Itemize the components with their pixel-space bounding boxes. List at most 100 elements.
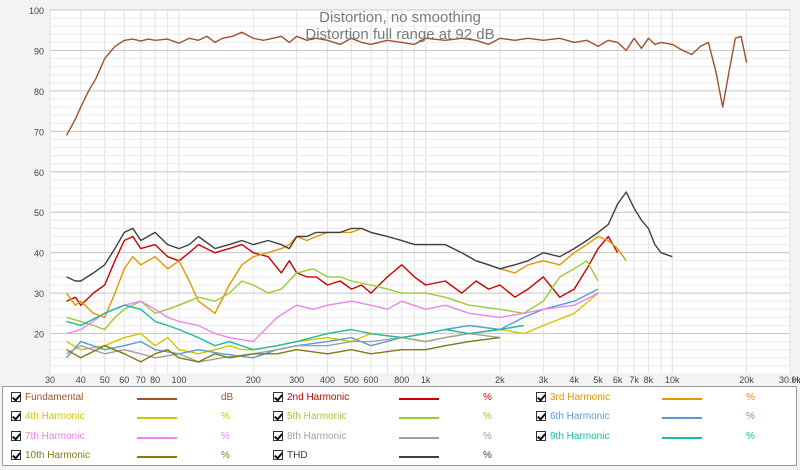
series-line-5th-harmonic — [66, 260, 599, 331]
legend-label: 4th Harmonic — [25, 411, 85, 422]
series-legend: Fundamental dB 2nd Harmonic% 3rd Harmonic% 4… — [2, 386, 797, 466]
x-tick-label: 10k — [665, 375, 680, 384]
x-tick-label: 60 — [119, 375, 129, 384]
y-tick-label: 60 — [34, 168, 44, 178]
legend-checkbox-5th-harmonic[interactable] — [273, 411, 283, 421]
legend-swatch — [662, 417, 702, 419]
legend-checkbox-10th-harmonic[interactable] — [11, 450, 21, 460]
grid-lines — [49, 9, 791, 375]
legend-checkbox-9th-harmonic[interactable] — [536, 431, 546, 441]
y-tick-label: 80 — [34, 87, 44, 97]
legend-label: 5th Harmonic — [287, 411, 347, 422]
legend-label: Fundamental — [25, 392, 84, 403]
legend-item-10th-harmonic[interactable]: 10th Harmonic% — [11, 447, 261, 465]
legend-unit: % — [483, 411, 492, 422]
y-tick-label: 40 — [34, 249, 44, 259]
series-line-2nd-harmonic — [66, 235, 619, 306]
legend-swatch — [137, 456, 177, 458]
x-tick-label: 5k — [593, 375, 603, 384]
legend-item-thd[interactable]: THD% — [273, 447, 523, 465]
x-tick-label: 30.0k — [779, 375, 800, 384]
x-tick-label: 1k — [421, 375, 431, 384]
legend-unit: % — [483, 450, 492, 461]
legend-item-5th-harmonic[interactable]: 5th Harmonic% — [273, 408, 523, 426]
legend-checkbox-4th-harmonic[interactable] — [11, 411, 21, 421]
y-tick-label: 70 — [34, 127, 44, 137]
x-tick-label: 6k — [613, 375, 623, 384]
x-tick-label: 300 — [289, 375, 304, 384]
legend-checkbox-fundamental[interactable] — [11, 392, 21, 402]
legend-label: 2nd Harmonic — [287, 392, 350, 403]
x-tick-label: 4k — [569, 375, 579, 384]
legend-item-4th-harmonic[interactable]: 4th Harmonic% — [11, 408, 261, 426]
series-line-8th-harmonic — [66, 332, 500, 363]
legend-unit: % — [483, 431, 492, 442]
y-tick-label: 90 — [34, 46, 44, 56]
legend-unit: % — [483, 392, 492, 403]
legend-unit: % — [746, 392, 755, 403]
x-tick-label: 70 — [136, 375, 146, 384]
legend-unit: % — [221, 411, 230, 422]
y-tick-label: 20 — [34, 330, 44, 340]
legend-item-fundamental[interactable]: Fundamental dB — [11, 389, 261, 407]
x-tick-label: 50 — [100, 375, 110, 384]
legend-checkbox-2nd-harmonic[interactable] — [273, 392, 283, 402]
legend-swatch — [137, 437, 177, 439]
series-line-fundamental — [65, 31, 748, 136]
legend-swatch — [137, 417, 177, 419]
plot-background — [49, 9, 791, 375]
x-tick-label: 200 — [246, 375, 261, 384]
x-unit-label: Hz — [792, 375, 800, 384]
series-lines — [65, 31, 748, 363]
legend-item-6th-harmonic[interactable]: 6th Harmonic% — [536, 408, 786, 426]
legend-label: 6th Harmonic — [550, 411, 610, 422]
legend-item-9th-harmonic[interactable]: 9th Harmonic% — [536, 428, 786, 446]
legend-checkbox-8th-harmonic[interactable] — [273, 431, 283, 441]
legend-label: THD — [287, 450, 308, 461]
x-tick-label: 3k — [539, 375, 549, 384]
legend-checkbox-3rd-harmonic[interactable] — [536, 392, 546, 402]
legend-swatch — [399, 417, 439, 419]
legend-unit: % — [221, 450, 230, 461]
x-tick-label: 40 — [76, 375, 86, 384]
x-tick-label: 400 — [320, 375, 335, 384]
x-tick-label: 800 — [394, 375, 409, 384]
series-line-9th-harmonic — [66, 304, 524, 351]
series-line-6th-harmonic — [65, 288, 599, 359]
series-line-thd — [66, 191, 673, 282]
legend-unit: % — [221, 431, 230, 442]
x-tick-label: 7k — [629, 375, 639, 384]
legend-swatch — [662, 437, 702, 439]
chart-area: 20 30 40 50 60 70 80 90 100 30 40 50 60 70 80 100 200 300… — [28, 6, 800, 384]
legend-item-3rd-harmonic[interactable]: 3rd Harmonic% — [536, 389, 786, 407]
legend-unit: dB — [221, 392, 234, 403]
legend-checkbox-6th-harmonic[interactable] — [536, 411, 546, 421]
series-line-3rd-harmonic — [65, 227, 627, 319]
y-tick-label: 30 — [34, 289, 44, 299]
legend-label: 10th Harmonic — [25, 450, 91, 461]
legend-swatch — [399, 398, 439, 400]
legend-checkbox-7th-harmonic[interactable] — [11, 431, 21, 441]
x-tick-label: 600 — [363, 375, 378, 384]
legend-swatch — [399, 437, 439, 439]
legend-swatch — [662, 398, 702, 400]
x-tick-label: 2k — [495, 375, 505, 384]
legend-label: 8th Harmonic — [287, 431, 347, 442]
legend-swatch — [399, 456, 439, 458]
legend-item-2nd-harmonic[interactable]: 2nd Harmonic% — [273, 389, 523, 407]
x-tick-label: 500 — [344, 375, 359, 384]
legend-checkbox-thd[interactable] — [273, 450, 283, 460]
x-tick-label: 20k — [739, 375, 754, 384]
legend-unit: % — [746, 431, 755, 442]
series-line-7th-harmonic — [66, 292, 599, 343]
legend-item-8th-harmonic[interactable]: 8th Harmonic% — [273, 428, 523, 446]
x-tick-label: 8k — [644, 375, 654, 384]
legend-item-7th-harmonic[interactable]: 7th Harmonic% — [11, 428, 261, 446]
x-tick-label: 80 — [150, 375, 160, 384]
legend-label: 7th Harmonic — [25, 431, 85, 442]
y-tick-label: 100 — [29, 6, 44, 16]
distortion-chart: 20 30 40 50 60 70 80 90 100 30 40 50 60 70 80 100 200 300… — [28, 6, 800, 384]
legend-label: 9th Harmonic — [550, 431, 610, 442]
legend-unit: % — [746, 411, 755, 422]
x-tick-label: 100 — [171, 375, 186, 384]
